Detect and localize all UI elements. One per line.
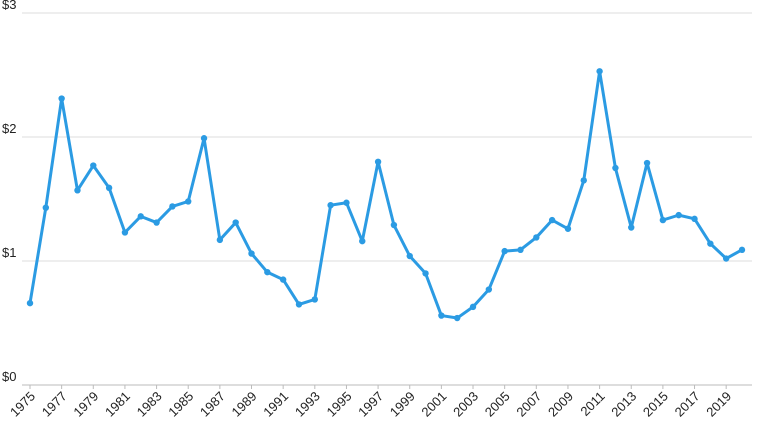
data-point [564,225,572,232]
data-point [264,268,271,276]
data-point [596,68,603,75]
data-point [248,250,255,257]
data-point [485,286,493,293]
data-point [232,219,239,226]
data-point [675,211,682,219]
data-point [137,213,144,220]
data-point [438,312,445,319]
data-point [517,246,524,254]
data-point [533,234,540,241]
x-tick-label: 1999 [387,389,418,420]
y-tick-label: $3 [2,0,16,12]
x-tick-label: 1989 [229,389,260,420]
data-point [121,229,129,236]
data-point [26,299,34,307]
data-point [659,216,667,224]
data-point [390,221,398,229]
data-point [58,95,65,102]
data-point [311,296,318,303]
series-line [28,69,743,320]
x-tick-label: 1993 [292,389,323,420]
x-tick-label: 2001 [418,389,449,420]
x-tick-label: 1979 [70,389,101,420]
data-point [628,224,635,231]
x-tick-label: 2019 [703,389,734,420]
data-point [169,203,176,210]
x-tick-label: 1987 [197,389,228,420]
x-tick-label: 2011 [577,389,607,419]
data-point [722,255,730,262]
data-point [359,237,366,245]
x-tick-label: 1981 [102,389,133,420]
data-point [200,135,208,142]
data-point [580,177,587,184]
data-point [295,301,303,308]
data-point [422,270,429,277]
data-point [42,204,50,211]
data-point [153,219,160,226]
y-tick-label: $2 [2,121,16,136]
data-point [216,236,224,244]
data-point [343,199,350,206]
data-point [185,198,192,205]
data-point [469,303,477,311]
y-tick-label: $1 [2,245,16,260]
data-point [327,202,334,209]
x-tick-label: 1977 [39,389,70,420]
y-tick-label: $0 [2,369,16,384]
x-tick-label: 1997 [355,389,386,420]
data-point [548,216,556,224]
x-tick-label: 2017 [672,389,703,420]
x-tick-label: 2005 [482,389,513,420]
data-point [501,247,508,255]
x-tick-label: 2009 [545,389,576,420]
data-point [738,246,746,254]
x-tick-label: 2007 [513,389,544,420]
x-tick-label: 2015 [640,389,671,420]
data-point [612,164,619,172]
data-point [643,159,651,167]
x-tick-label: 1995 [324,389,355,420]
data-point [279,276,287,283]
x-tick-label: 1985 [165,389,196,420]
data-point [691,215,698,223]
data-point [374,158,382,165]
data-point [406,252,413,260]
x-tick-label: 2013 [608,389,639,420]
data-point [74,187,81,194]
x-tick-label: 1991 [260,389,291,420]
data-point [454,314,461,322]
data-point [90,162,97,169]
data-point [105,184,113,192]
data-point [707,240,714,247]
x-tick-label: 1983 [134,389,165,420]
x-tick-label: 1975 [7,389,38,420]
x-tick-label: 2003 [450,389,481,420]
